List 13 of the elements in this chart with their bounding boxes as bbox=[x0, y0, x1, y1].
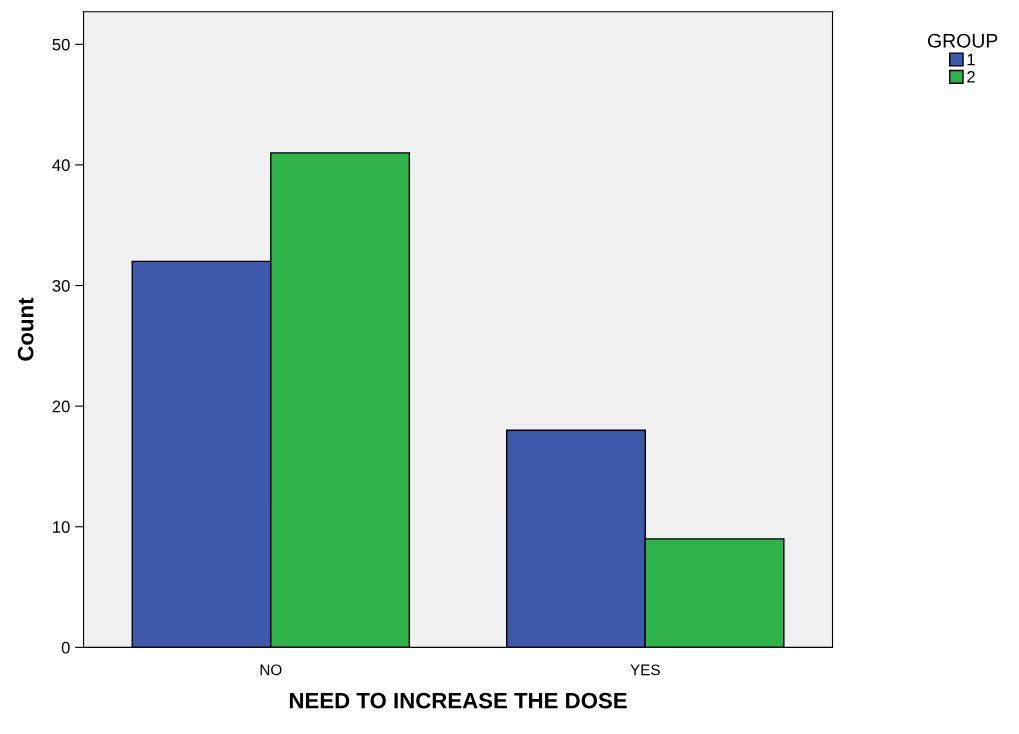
y-tick-label: 0 bbox=[61, 641, 70, 654]
x-tick-label: NO bbox=[260, 664, 282, 676]
y-tick-label: 30 bbox=[52, 279, 70, 292]
legend-label: 2 bbox=[967, 70, 975, 83]
y-tick-label: 40 bbox=[52, 159, 70, 172]
legend-title: GROUP bbox=[927, 33, 998, 48]
x-tick-label: YES bbox=[630, 664, 660, 676]
x-axis-title: NEED TO INCREASE THE DOSE bbox=[289, 692, 627, 709]
y-axis-title: Count bbox=[17, 297, 34, 361]
legend-label: 1 bbox=[967, 53, 975, 66]
y-tick-label: 10 bbox=[53, 521, 70, 533]
y-tick-label: 50 bbox=[52, 38, 70, 51]
y-tick-label: 20 bbox=[52, 400, 70, 413]
